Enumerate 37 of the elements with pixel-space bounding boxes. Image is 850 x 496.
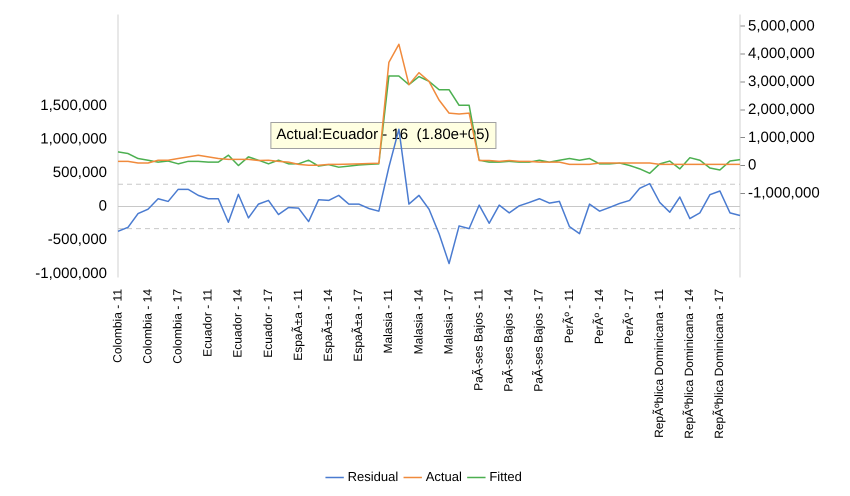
y-tick-label: -500,000 (48, 231, 107, 248)
x-tick-label: EspaÃ±a - 17 (351, 288, 366, 362)
y-tick-label: 500,000 (52, 164, 107, 182)
x-tick-label: PaÃ-ses Bajos - 11 (471, 288, 486, 391)
x-tick-label: Colombia - 14 (140, 288, 154, 364)
x-tick-label: Ecuador - 11 (200, 288, 215, 357)
y2-tick-label: -1,000,000 (748, 184, 820, 202)
y2-tick-label: 4,000,000 (748, 45, 815, 62)
legend-label: Fitted (489, 469, 522, 484)
x-tick-label: Colombia - 17 (170, 288, 185, 364)
y2-tick-label: 2,000,000 (748, 100, 815, 118)
x-tick-label: Colombia - 11 (110, 288, 124, 363)
legend-label: Actual (426, 469, 462, 484)
y-tick-label: 0 (98, 198, 107, 215)
x-tick-label: RepÃºblica Dominicana - 17 (712, 288, 726, 439)
y2-tick-label: 3,000,000 (748, 73, 815, 90)
y2-tick-label: 0 (748, 156, 756, 174)
x-tick-label: RepÃºblica Dominicana - 14 (682, 288, 696, 439)
x-tick-label: EspaÃ±a - 14 (320, 288, 335, 362)
x-tick-label: RepÃºblica Dominicana - 11 (652, 288, 666, 438)
y2-tick-label: 5,000,000 (748, 17, 815, 34)
x-tick-label: Ecuador - 17 (260, 288, 275, 358)
x-tick-label: PerÃº - 17 (622, 288, 636, 344)
y-tick-label: 1,500,000 (40, 96, 107, 114)
x-tick-label: PaÃ-ses Bajos - 17 (532, 288, 546, 392)
y-tick-label: -1,000,000 (35, 264, 107, 282)
x-tick-label: PerÃº - 11 (562, 288, 576, 344)
x-tick-label: Malasia - 14 (411, 288, 426, 354)
x-tick-label: Malasia - 11 (381, 288, 396, 354)
x-tick-label: Ecuador - 14 (230, 288, 245, 358)
x-tick-label: PaÃ-ses Bajos - 14 (502, 288, 516, 392)
legend-label: Residual (348, 469, 398, 484)
y-tick-label: 1,000,000 (40, 130, 107, 148)
x-tick-label: EspaÃ±a - 11 (290, 288, 305, 361)
x-tick-label: Malasia - 17 (441, 288, 456, 354)
y2-tick-label: 1,000,000 (748, 128, 815, 146)
x-tick-label: PerÃº - 14 (592, 288, 606, 344)
